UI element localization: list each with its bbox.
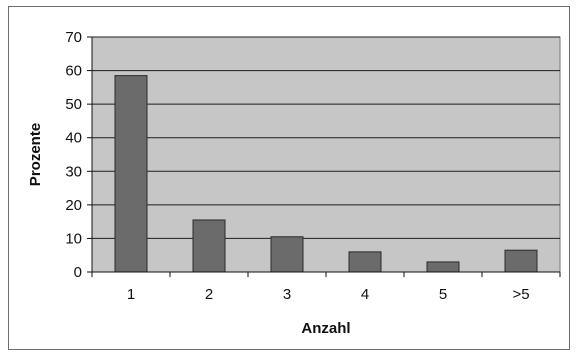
plot-area	[91, 36, 561, 273]
bar-5	[426, 261, 460, 273]
bar-2	[192, 219, 226, 273]
bar->5	[504, 249, 538, 273]
x-axis: 1 2 3 4 5 >5	[91, 271, 561, 303]
bars	[114, 75, 538, 273]
y-tick-label: 60	[65, 63, 82, 80]
x-axis-title: Anzahl	[301, 320, 350, 337]
y-axis-title: Prozente	[27, 123, 44, 186]
x-tick-label: 5	[439, 286, 447, 303]
y-tick-label: 20	[65, 197, 82, 214]
x-tick-label: >5	[512, 286, 529, 303]
y-tick-label: 30	[65, 163, 82, 180]
bar-1	[114, 75, 148, 273]
y-tick-label: 50	[65, 96, 82, 113]
y-tick-label: 70	[65, 29, 82, 46]
x-tick-label: 1	[127, 286, 135, 303]
x-tick-label: 4	[361, 286, 369, 303]
gridlines	[92, 36, 560, 239]
x-tick-label: 2	[205, 286, 213, 303]
bar-4	[348, 251, 382, 273]
x-tick-label: 3	[283, 286, 291, 303]
y-tick-label: 40	[65, 130, 82, 147]
y-axis: 0 10 20 30 40 50 60 70	[65, 29, 93, 281]
y-tick-label: 10	[65, 230, 82, 247]
y-tick-label: 0	[74, 264, 82, 281]
bar-3	[270, 236, 304, 273]
